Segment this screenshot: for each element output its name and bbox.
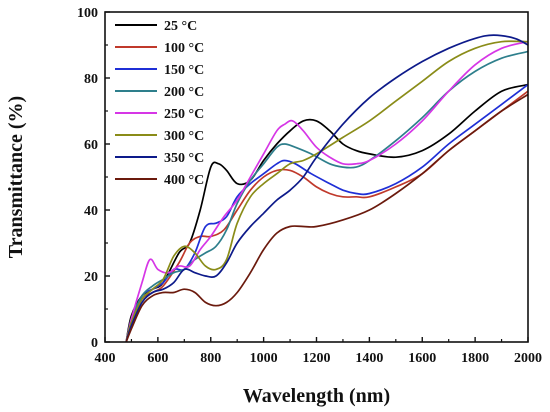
x-axis-label: Wavelength (nm) — [243, 385, 390, 407]
series-line-3 — [125, 83, 529, 343]
series-line-1 — [125, 83, 529, 343]
series-lines — [125, 34, 529, 343]
x-tick-label: 2000 — [514, 351, 542, 366]
x-tick-label: 400 — [95, 351, 116, 366]
legend-label: 150 °C — [164, 63, 204, 78]
y-tick-label: 100 — [77, 6, 98, 21]
legend: 25 °C 100 °C 150 °C 200 °C 250 °C 300 °C 350 °… — [115, 19, 204, 188]
series-line-4 — [125, 50, 529, 343]
y-tick-label: 20 — [84, 270, 98, 285]
x-tick-label: 1200 — [303, 351, 331, 366]
y-tick-label: 80 — [84, 72, 98, 87]
x-tick-label: 600 — [147, 351, 168, 366]
series-line-8 — [125, 93, 529, 343]
y-tick-label: 0 — [91, 336, 98, 351]
x-tick-label: 800 — [200, 351, 221, 366]
series-line-6 — [125, 40, 529, 343]
y-tick-label: 60 — [84, 138, 98, 153]
legend-label: 100 °C — [164, 41, 204, 56]
axis-ticks: 400 600 800 1000 1200 1400 1600 1800 2000 0 20 40 60… — [77, 6, 542, 366]
x-tick-label: 1600 — [408, 351, 436, 366]
series-line-5 — [125, 40, 529, 343]
x-tick-label: 1000 — [250, 351, 278, 366]
x-tick-label: 1800 — [461, 351, 489, 366]
series-line-7 — [125, 34, 529, 343]
y-axis-label: Transmittance (%) — [5, 96, 27, 258]
legend-label: 200 °C — [164, 85, 204, 100]
legend-label: 25 °C — [164, 19, 197, 34]
legend-label: 400 °C — [164, 173, 204, 188]
x-tick-label: 1400 — [355, 351, 383, 366]
series-line-2 — [125, 90, 529, 343]
y-tick-label: 40 — [84, 204, 98, 219]
legend-label: 250 °C — [164, 107, 204, 122]
legend-label: 350 °C — [164, 151, 204, 166]
legend-label: 300 °C — [164, 129, 204, 144]
